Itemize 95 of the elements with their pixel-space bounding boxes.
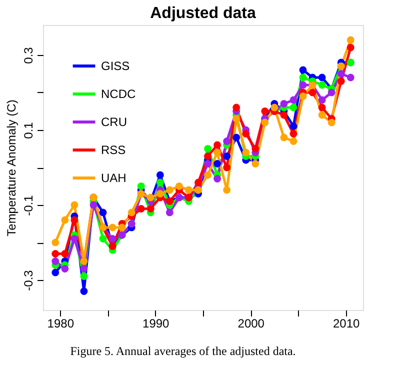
point	[318, 74, 326, 82]
point	[108, 224, 116, 232]
point	[146, 205, 154, 212]
point	[232, 134, 240, 142]
point	[156, 178, 164, 186]
y-tick-label: -0.3	[22, 270, 36, 291]
point	[80, 272, 88, 280]
point	[70, 216, 78, 224]
point	[185, 186, 192, 194]
point	[346, 44, 354, 52]
legend-label: UAH	[101, 171, 126, 185]
point	[204, 160, 212, 168]
y-tick-label: -0.1	[22, 194, 36, 216]
point	[156, 171, 164, 179]
point	[99, 235, 107, 242]
point	[252, 160, 260, 168]
point	[80, 265, 88, 272]
point	[346, 74, 354, 82]
point	[290, 96, 298, 104]
point	[328, 118, 336, 126]
x-tick-label: 2010	[333, 316, 360, 330]
legend-label: NCDC	[101, 87, 136, 101]
point	[166, 208, 174, 216]
point	[61, 216, 69, 224]
x-tick-label: 1980	[47, 316, 74, 330]
legend-label: GISS	[101, 59, 130, 73]
point	[194, 178, 202, 186]
point	[90, 201, 98, 209]
point	[204, 145, 212, 152]
point	[52, 258, 60, 265]
point	[118, 224, 126, 232]
legend-label: RSS	[101, 143, 126, 157]
point	[337, 78, 345, 85]
point	[280, 111, 288, 119]
y-axis-title: Temperature Anomaly (C)	[4, 100, 18, 236]
point	[70, 235, 78, 242]
point	[128, 208, 136, 216]
point	[214, 160, 221, 168]
point	[280, 134, 288, 142]
point	[290, 104, 298, 112]
x-tick-label: 2000	[238, 316, 265, 330]
point	[166, 186, 174, 194]
x-tick-label: 1990	[142, 316, 170, 330]
point	[290, 138, 298, 145]
point	[232, 104, 240, 112]
point	[137, 205, 145, 212]
point	[214, 148, 221, 156]
point	[146, 194, 154, 202]
point	[52, 268, 60, 276]
point	[175, 182, 183, 190]
point	[108, 235, 116, 242]
point	[318, 104, 326, 112]
point	[214, 175, 221, 182]
point	[318, 96, 326, 104]
point	[242, 148, 250, 156]
point	[61, 265, 69, 272]
point	[204, 171, 212, 179]
point	[223, 186, 231, 194]
point	[232, 115, 240, 122]
point	[70, 201, 78, 209]
point	[299, 74, 307, 82]
legend-label: CRU	[101, 115, 127, 129]
point	[270, 104, 278, 112]
point	[223, 164, 231, 172]
point	[280, 100, 288, 108]
point	[308, 88, 316, 96]
point	[156, 190, 164, 198]
point	[99, 208, 107, 216]
point	[242, 130, 250, 138]
point	[80, 288, 88, 295]
point	[52, 238, 60, 246]
point	[137, 182, 145, 190]
point	[252, 145, 260, 152]
point	[223, 138, 231, 145]
point	[290, 122, 298, 130]
point	[318, 111, 326, 119]
point	[337, 70, 345, 78]
point	[52, 250, 60, 258]
point	[204, 152, 212, 160]
point	[223, 152, 231, 160]
y-tick-label: 0.3	[22, 46, 36, 64]
point	[299, 66, 307, 74]
point	[299, 92, 307, 100]
point	[261, 108, 269, 115]
caption: Figure 5. Annual averages of the adjusted data.	[70, 344, 296, 358]
y-tick-label: 0.1	[22, 122, 36, 139]
point	[214, 141, 221, 149]
point	[328, 88, 336, 96]
chart-title: Adjusted data	[150, 5, 256, 22]
point	[61, 250, 69, 258]
point	[261, 118, 269, 126]
point	[299, 81, 307, 89]
point	[318, 81, 326, 89]
point	[346, 36, 354, 44]
point	[290, 130, 298, 138]
